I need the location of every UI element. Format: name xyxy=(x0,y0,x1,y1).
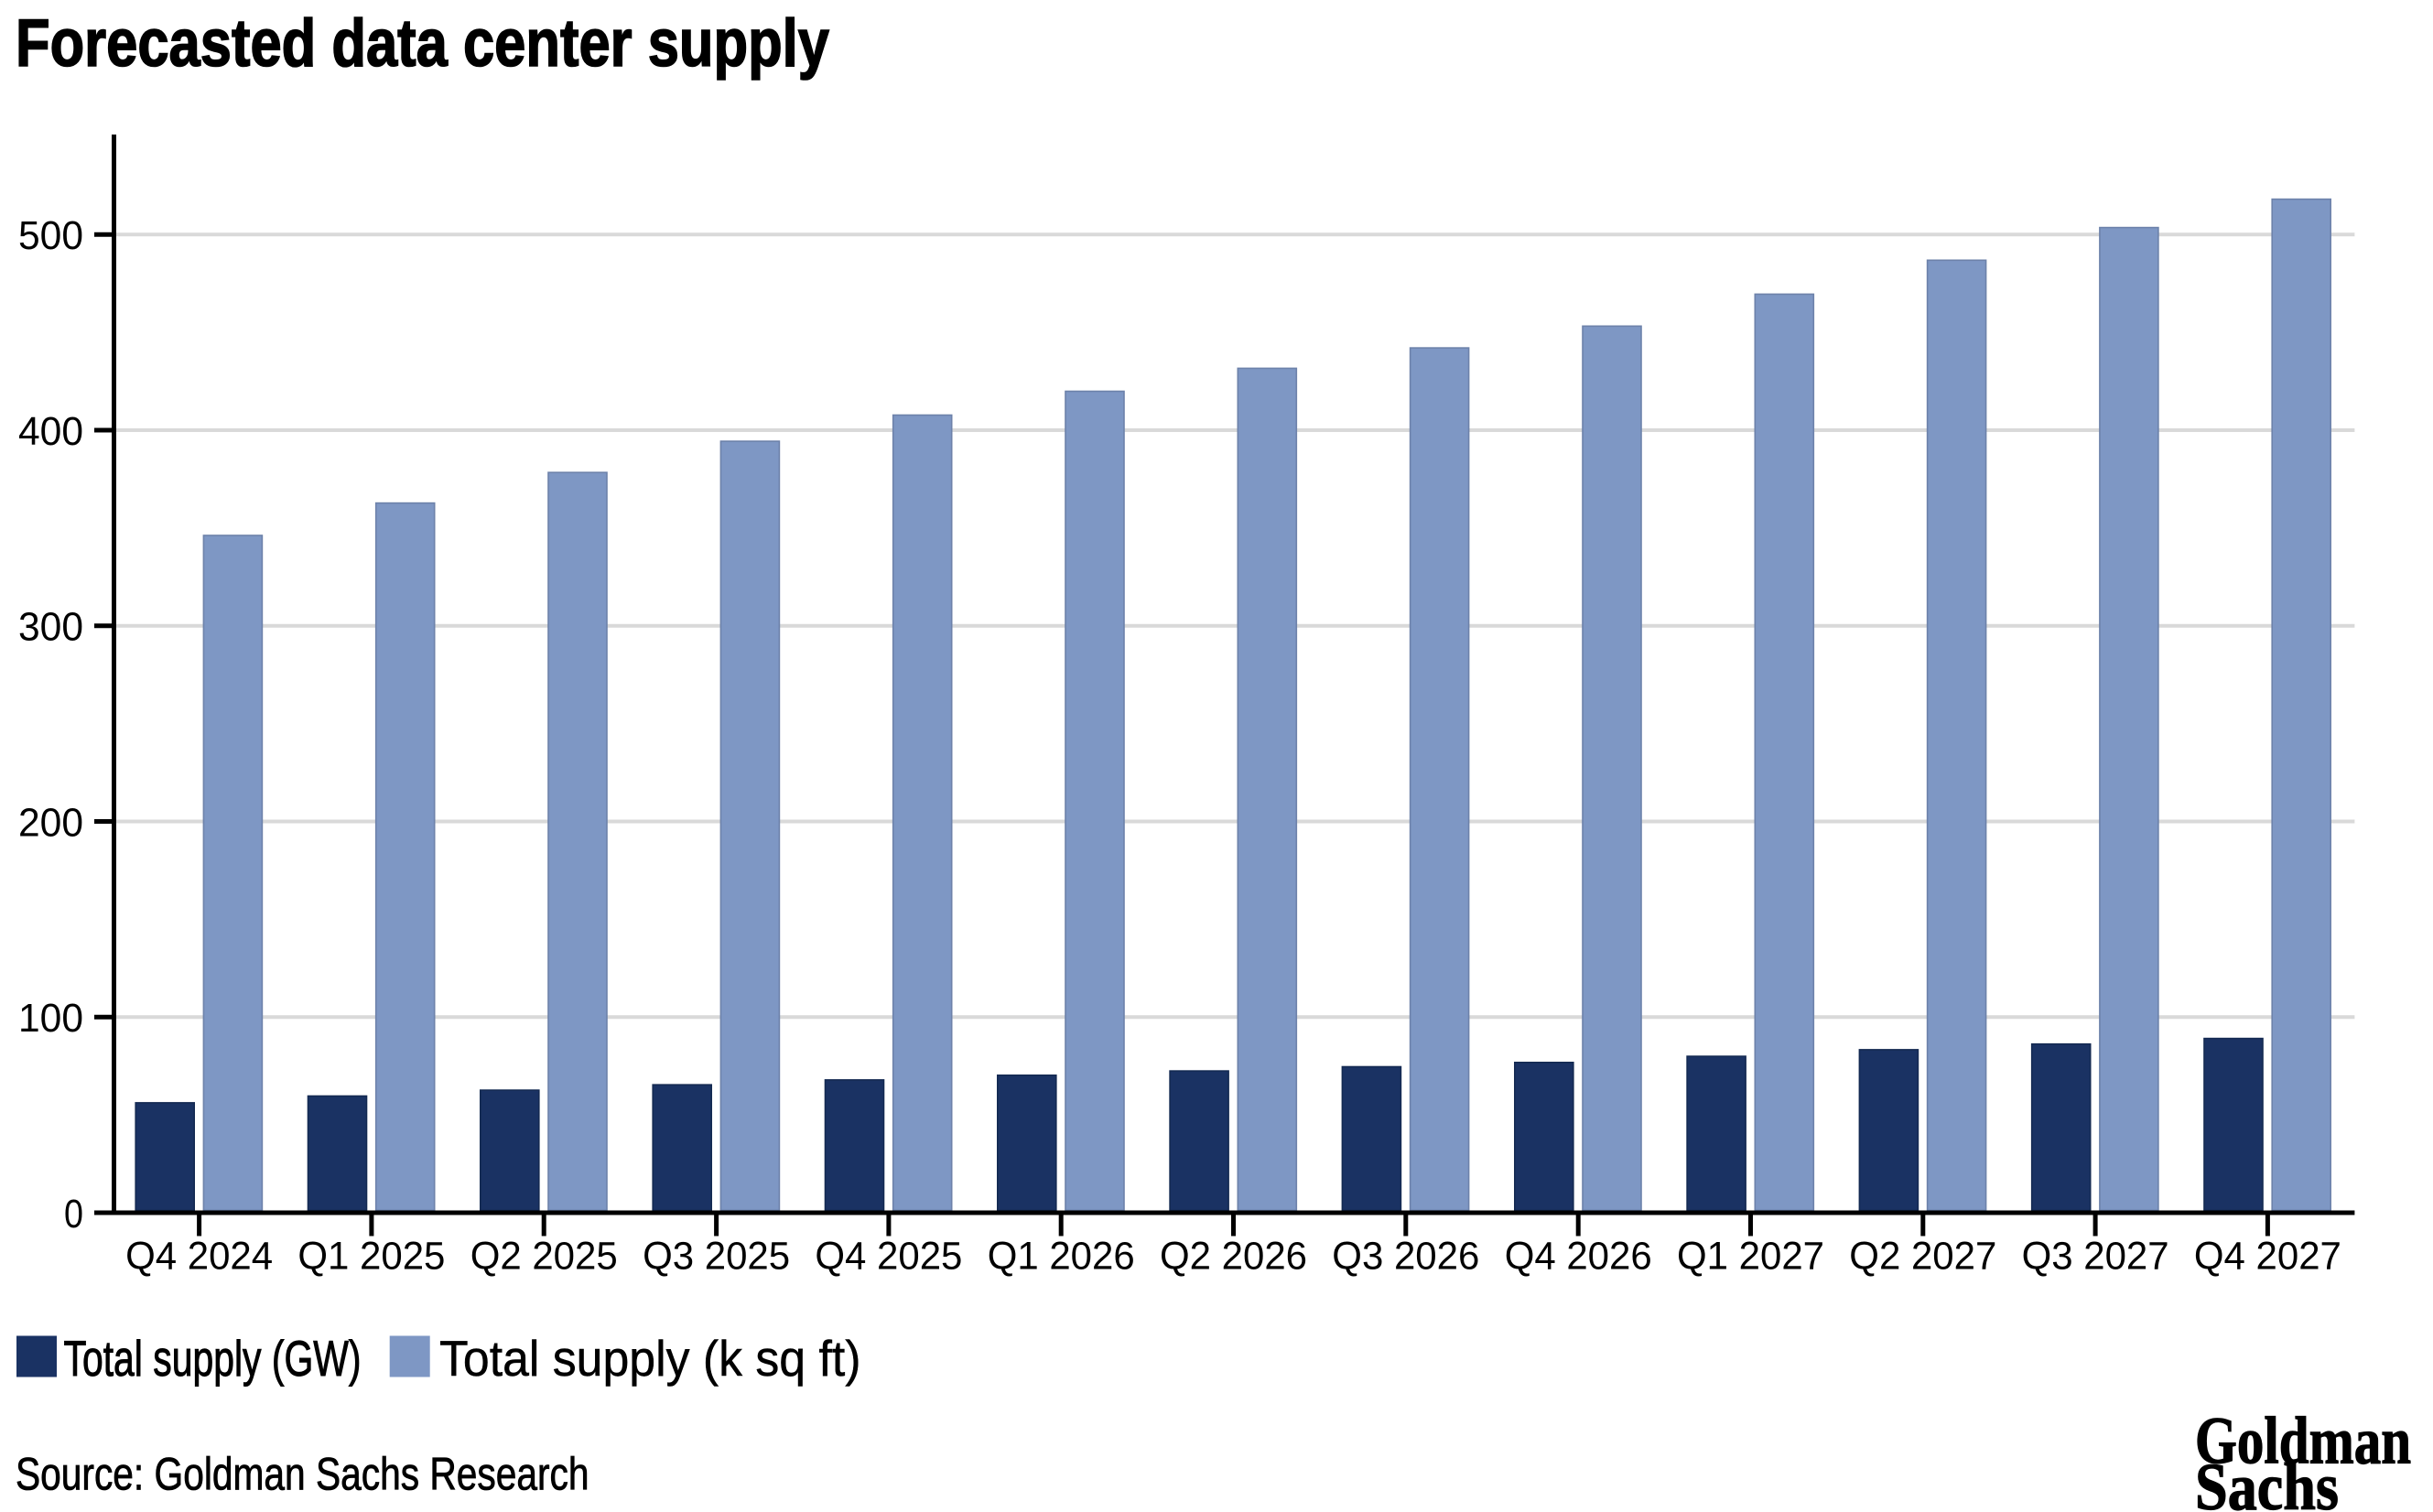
svg-text:Q3 2025: Q3 2025 xyxy=(643,1234,790,1278)
svg-text:Q1 2026: Q1 2026 xyxy=(988,1234,1135,1278)
svg-text:Sachs: Sachs xyxy=(2195,1450,2339,1512)
svg-text:Q2 2026: Q2 2026 xyxy=(1160,1234,1307,1278)
svg-text:Forecasted data center supply: Forecasted data center supply xyxy=(16,5,829,81)
svg-text:100: 100 xyxy=(18,996,83,1041)
svg-text:Total supply (k sq ft): Total supply (k sq ft) xyxy=(439,1331,861,1387)
svg-text:Q1 2027: Q1 2027 xyxy=(1677,1234,1824,1278)
svg-text:Total supply (GW): Total supply (GW) xyxy=(64,1331,362,1387)
svg-text:Q3 2026: Q3 2026 xyxy=(1332,1234,1479,1278)
svg-text:200: 200 xyxy=(18,800,83,845)
svg-text:Q4 2026: Q4 2026 xyxy=(1505,1234,1652,1278)
svg-text:Q4 2027: Q4 2027 xyxy=(2194,1234,2341,1278)
svg-text:300: 300 xyxy=(18,605,83,650)
svg-text:Goldman: Goldman xyxy=(2195,1403,2411,1477)
svg-text:Q3 2027: Q3 2027 xyxy=(2022,1234,2169,1278)
svg-text:Q2 2025: Q2 2025 xyxy=(470,1234,618,1278)
svg-text:500: 500 xyxy=(18,213,83,258)
svg-text:Q2 2027: Q2 2027 xyxy=(1849,1234,1996,1278)
svg-text:400: 400 xyxy=(18,409,83,454)
svg-text:Q4 2024: Q4 2024 xyxy=(125,1234,273,1278)
svg-text:Q4 2025: Q4 2025 xyxy=(815,1234,962,1278)
svg-text:Q1 2025: Q1 2025 xyxy=(297,1234,445,1278)
svg-text:Source: Goldman Sachs Research: Source: Goldman Sachs Research xyxy=(16,1448,589,1499)
svg-text:0: 0 xyxy=(64,1192,83,1237)
